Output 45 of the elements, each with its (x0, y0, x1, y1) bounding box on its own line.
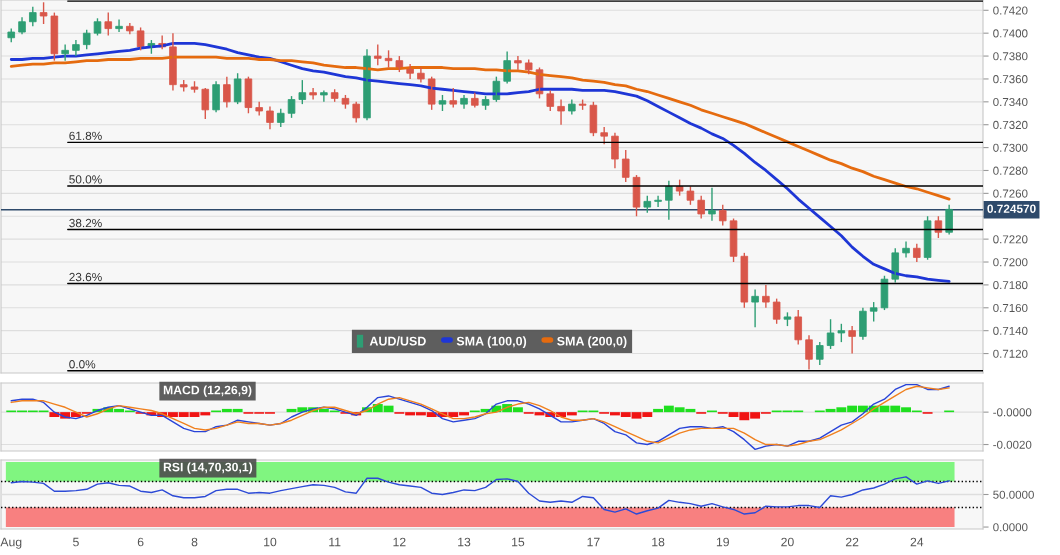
y-tick-label: 0.7400 (993, 29, 1028, 38)
ref-line-label: 38.2% (69, 218, 102, 228)
y-tick-label: 0.7360 (993, 75, 1028, 84)
legend-label: AUD/USD (369, 336, 426, 346)
x-tick-label: Aug (0, 537, 22, 549)
ref-line-label: 23.6% (69, 272, 102, 282)
y-tick-label: 0.7140 (993, 326, 1028, 335)
y-tick-label: 0.7180 (993, 281, 1028, 290)
legend-label: SMA (200,0) (557, 336, 627, 348)
x-tick-label: 15 (512, 537, 525, 547)
y-tick-label: 0.7380 (993, 52, 1028, 61)
y-tick-label: 0.7340 (993, 97, 1028, 107)
y-tick-label: -0.0000 (993, 408, 1032, 417)
x-tick-label: 17 (587, 537, 600, 547)
x-tick-label: 6 (137, 537, 144, 547)
ref-line-label: 50.0% (69, 175, 102, 184)
ref-line-label: 61.8% (69, 131, 102, 140)
y-tick-label: 0.7280 (993, 166, 1028, 175)
x-tick-label: 13 (458, 537, 471, 547)
x-tick-label: 5 (73, 537, 79, 547)
ref-line-label: 0.724570 (987, 204, 1036, 213)
x-tick-label: 24 (910, 537, 924, 547)
y-tick-label: -0.0020 (993, 440, 1032, 449)
chart-title: MACD (12,26,9) (163, 385, 252, 397)
y-tick-label: 0.7420 (993, 6, 1028, 15)
y-tick-label: 0.7260 (993, 189, 1028, 198)
y-tick-label: 0.7300 (993, 143, 1028, 152)
y-tick-label: 0.7320 (993, 120, 1028, 130)
y-tick-label: 0.7160 (993, 303, 1028, 313)
ref-line-label: 0.0% (69, 360, 96, 369)
x-tick-label: 19 (716, 537, 729, 547)
legend-label: SMA (100,0) (456, 336, 527, 348)
y-tick-label: 0.0000 (993, 523, 1028, 532)
x-tick-label: 20 (781, 537, 794, 547)
x-tick-label: 12 (393, 537, 406, 547)
x-tick-label: 10 (264, 537, 277, 547)
y-tick-label: 0.7120 (993, 349, 1028, 358)
y-tick-label: 50.0000 (993, 490, 1034, 499)
y-tick-label: 0.7220 (993, 235, 1028, 244)
chart-title: RSI (14,70,30,1) (163, 462, 253, 474)
x-tick-label: 8 (191, 537, 198, 547)
x-tick-label: 22 (845, 537, 859, 547)
x-tick-label: 18 (652, 537, 665, 547)
y-tick-label: 0.7200 (993, 258, 1028, 267)
x-tick-label: 11 (329, 537, 341, 547)
